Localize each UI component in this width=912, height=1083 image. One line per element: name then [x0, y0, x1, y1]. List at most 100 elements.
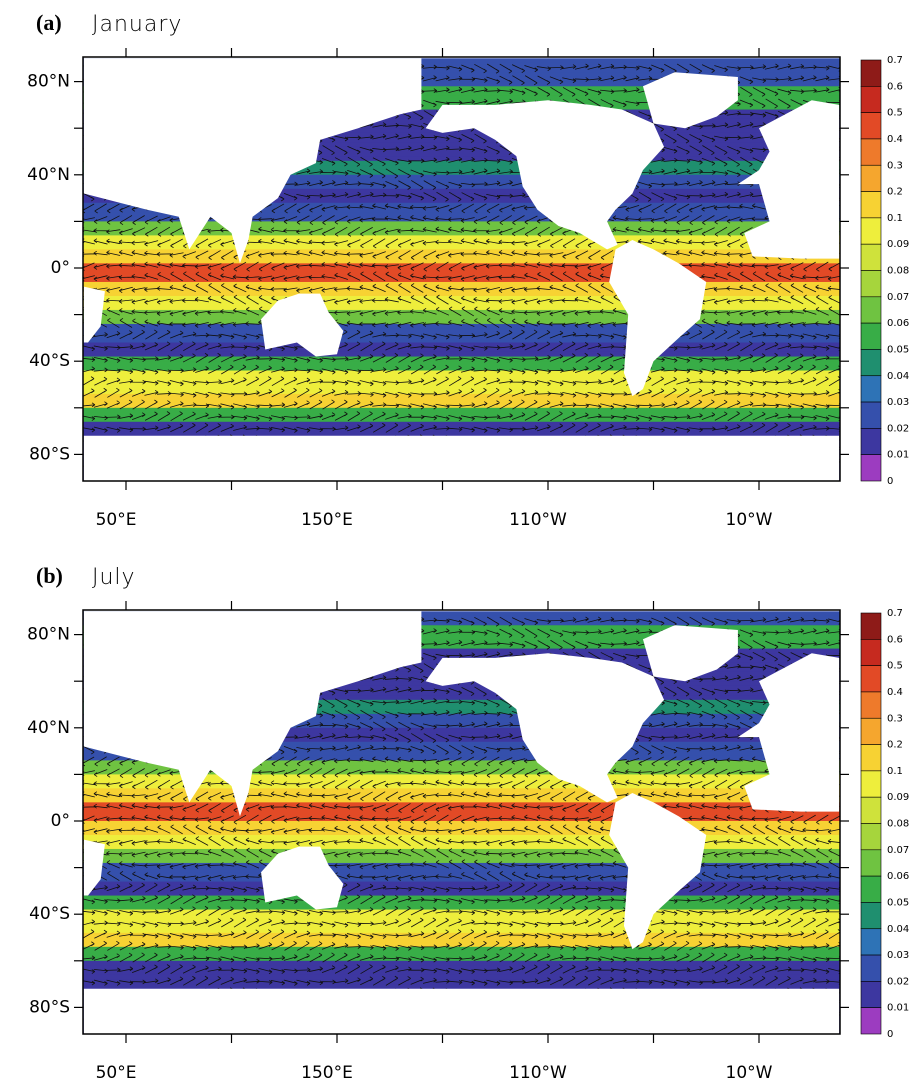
field-band	[83, 914, 840, 920]
field-band	[83, 375, 840, 381]
x-tick-label: 50°E	[96, 510, 137, 530]
field-band	[83, 946, 840, 952]
field-band	[83, 732, 840, 738]
field-band	[83, 816, 840, 822]
land	[642, 625, 738, 682]
field-band	[83, 793, 840, 799]
colorbar-label: 0.08	[887, 819, 909, 830]
land	[83, 611, 422, 817]
colorbar-box	[860, 375, 882, 403]
colorbar-label: 0.04	[887, 371, 909, 382]
field-band	[83, 431, 840, 437]
field-band	[83, 62, 840, 69]
field-band	[83, 300, 840, 306]
colorbar-label: 0.01	[887, 450, 909, 461]
x-tick-label: 110°W	[509, 1063, 567, 1079]
field-band	[83, 890, 840, 897]
y-tick-label: 0°	[51, 258, 70, 278]
field-band	[83, 951, 840, 957]
field-band	[83, 240, 840, 246]
field-band	[83, 272, 840, 278]
colorbar-box	[860, 217, 882, 245]
field-band	[83, 821, 840, 827]
y-tick-label: 0°	[51, 811, 70, 831]
colorbar-box	[860, 902, 882, 930]
land	[425, 100, 665, 250]
field-band	[83, 128, 840, 134]
field-band	[83, 881, 840, 887]
field-band	[83, 858, 840, 864]
colorbar-box	[860, 928, 882, 956]
field-band	[83, 718, 840, 724]
field-band	[83, 202, 840, 208]
field-band	[83, 862, 840, 869]
field-band	[83, 648, 840, 654]
land	[83, 988, 840, 1034]
field-band	[83, 132, 840, 139]
field-band	[83, 407, 840, 413]
field-band	[83, 970, 840, 976]
panel-label: (b)	[36, 563, 63, 588]
field-band	[83, 151, 840, 157]
field-band	[83, 695, 840, 701]
field-band	[83, 643, 840, 650]
field-band	[83, 263, 840, 269]
colorbar-label: 0.4	[887, 687, 903, 698]
field-band	[83, 398, 840, 404]
colorbar-label: 0.03	[887, 397, 909, 408]
panel-title: July	[92, 565, 136, 590]
colorbar-box	[860, 849, 882, 877]
field-band	[83, 937, 840, 943]
field-band	[83, 67, 840, 73]
field-band	[83, 811, 840, 817]
field-band	[83, 755, 840, 761]
y-tick-label: 80°N	[27, 72, 70, 92]
field-band	[83, 226, 840, 232]
y-tick-label: 80°S	[29, 444, 70, 464]
field-band	[83, 802, 840, 808]
y-tick-label: 80°S	[29, 997, 70, 1017]
field-band	[83, 254, 840, 260]
colorbar-box	[860, 875, 882, 903]
colorbar-box	[860, 243, 882, 271]
field-band	[83, 932, 840, 938]
field-band	[83, 258, 840, 264]
field-band	[83, 221, 840, 227]
x-tick-label: 10°W	[726, 1063, 773, 1079]
field-band	[83, 337, 840, 344]
field-band	[83, 923, 840, 929]
land	[83, 839, 105, 896]
colorbar-box	[860, 428, 882, 455]
field-band	[83, 305, 840, 311]
field-band	[83, 268, 840, 274]
colorbar-box	[860, 86, 882, 113]
field-band	[83, 625, 840, 631]
field-band	[83, 216, 840, 222]
field-band	[83, 960, 840, 966]
field-band	[83, 774, 840, 780]
field-band	[83, 379, 840, 385]
land	[609, 240, 707, 397]
colorbar-label: 0.2	[887, 740, 903, 751]
field-band	[83, 328, 840, 334]
x-tick-label: 10°W	[726, 510, 773, 530]
field-band	[83, 727, 840, 733]
colorbar-label: 0	[887, 1029, 893, 1040]
colorbar-label: 0.5	[887, 661, 903, 672]
land	[261, 293, 344, 357]
colorbar-label: 0.5	[887, 108, 903, 119]
field-band	[83, 611, 840, 617]
field-band	[83, 681, 840, 687]
y-tick-label: 40°S	[29, 904, 70, 924]
field-band	[83, 351, 840, 358]
field-band	[83, 620, 840, 626]
field-band	[83, 212, 840, 218]
field-band	[83, 783, 840, 789]
field-band	[83, 853, 840, 859]
colorbar-label: 0.1	[887, 766, 903, 777]
field-band	[83, 844, 840, 850]
x-tick-label: 150°E	[301, 1063, 353, 1079]
colorbar-box	[860, 981, 882, 1008]
colorbar-box	[860, 796, 882, 824]
x-tick-label: 50°E	[96, 1063, 137, 1079]
